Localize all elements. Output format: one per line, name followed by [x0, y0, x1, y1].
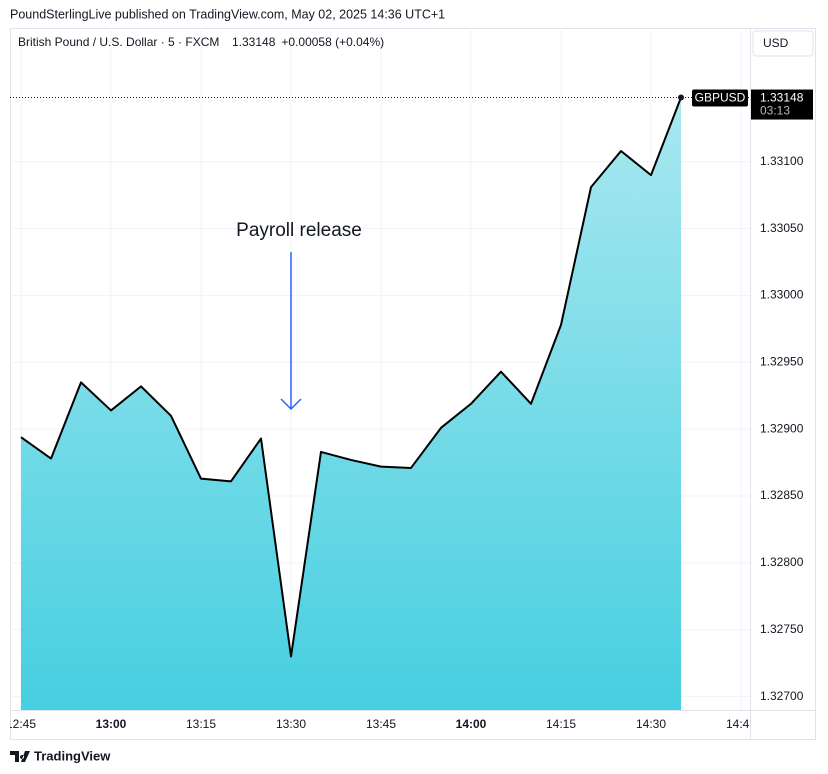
- frame: [10, 28, 816, 740]
- price-line: [20, 97, 682, 658]
- x-tick-label: 14:15: [546, 717, 576, 731]
- price-label-bg: [751, 89, 813, 120]
- last-point: [678, 94, 684, 101]
- x-tick-label: 13:00: [96, 717, 127, 731]
- y-tick-label: 1.32950: [760, 354, 804, 368]
- symbol-label: GBPUSD: [695, 91, 746, 105]
- x-tick-label: 14:45: [726, 717, 756, 731]
- y-tick-label: 1.33000: [760, 288, 804, 302]
- y-tick-label: 1.32700: [760, 689, 804, 703]
- legend-instrument: British Pound / U.S. Dollar · 5 · FXCM: [18, 35, 219, 49]
- attribution: PoundSterlingLive published on TradingVi…: [10, 7, 445, 21]
- x-tick-label: 14:30: [636, 717, 666, 731]
- currency-button[interactable]: [752, 30, 814, 57]
- x-tick-label: 13:45: [366, 717, 396, 731]
- y-tick-label: 1.33050: [760, 221, 804, 235]
- legend-price: 1.33148: [232, 35, 276, 49]
- brand: TradingView: [34, 748, 111, 763]
- y-tick-label: 1.33100: [760, 154, 804, 168]
- x-tick-label: 12:45: [6, 717, 36, 731]
- x-tick-label: 13:15: [186, 717, 216, 731]
- price-label: 1.33148: [760, 91, 804, 105]
- tv-logo: [10, 751, 30, 762]
- currency-label[interactable]: USD: [763, 36, 789, 50]
- annotation-text: Payroll release: [236, 220, 362, 241]
- area-fill: [21, 97, 681, 710]
- annotation-arrowhead: [280, 398, 302, 411]
- y-tick-label: 1.32800: [760, 555, 804, 569]
- x-tick-label: 14:00: [456, 717, 487, 731]
- y-tick-label: 1.32750: [760, 622, 804, 636]
- x-tick-label: 13:30: [276, 717, 306, 731]
- y-tick-label: 1.32850: [760, 488, 804, 502]
- legend-change: +0.00058 (+0.04%): [281, 35, 384, 49]
- countdown-label: 03:13: [760, 104, 790, 118]
- symbol-label-bg: [692, 89, 748, 107]
- y-tick-label: 1.32900: [760, 421, 804, 435]
